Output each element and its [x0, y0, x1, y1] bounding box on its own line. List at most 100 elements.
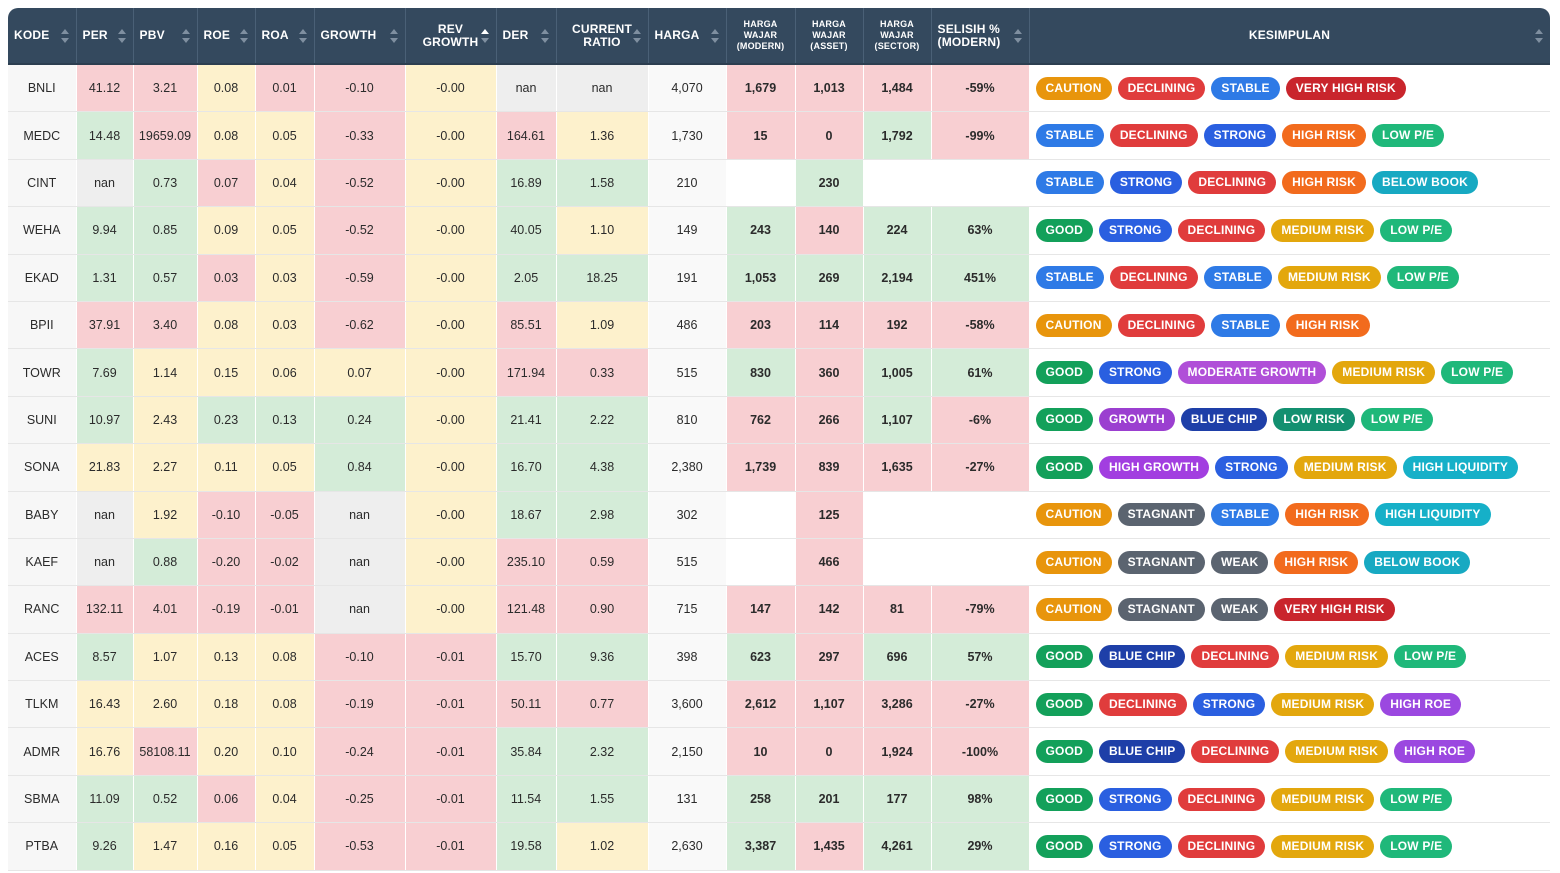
table-row[interactable]: SUNI 10.97 2.43 0.23 0.13 0.24 -0.00 21.41 2.22 8…	[8, 396, 1550, 445]
column-header-per[interactable]: PER	[76, 8, 134, 65]
kode-cell: ADMR	[8, 727, 77, 776]
sort-icon[interactable]	[710, 28, 719, 43]
harga-wajar-modern-cell: 3,387	[726, 822, 796, 871]
growth-cell: 0.07	[314, 348, 406, 397]
harga-wajar-sector-cell	[863, 491, 932, 539]
column-header-rev-growth[interactable]: REV GROWTH	[405, 8, 497, 65]
status-badge: STABLE	[1035, 171, 1104, 195]
harga-wajar-sector-cell: 1,635	[863, 443, 932, 492]
column-header-harga-wajar-sector[interactable]: HARGA WAJAR (SECTOR)	[863, 8, 932, 65]
table-row[interactable]: EKAD 1.31 0.57 0.03 0.03 -0.59 -0.00 2.05 18.25 1…	[8, 254, 1550, 302]
column-header-growth[interactable]: GROWTH	[314, 8, 406, 65]
column-header-kode[interactable]: KODE	[8, 8, 77, 65]
table-row[interactable]: PTBA 9.26 1.47 0.16 0.05 -0.53 -0.01 19.58 1.02 2…	[8, 822, 1550, 871]
harga-wajar-asset-cell: 140	[795, 206, 864, 255]
table-row[interactable]: CINT nan 0.73 0.07 0.04 -0.52 -0.00 16.89 1.58 21…	[8, 159, 1550, 208]
roe-cell: 0.13	[197, 633, 256, 682]
growth-cell: 0.84	[314, 443, 406, 492]
table-row[interactable]: ADMR 16.76 58108.11 0.20 0.10 -0.24 -0.01 35.84…	[8, 727, 1550, 776]
status-badge: STABLE	[1203, 266, 1272, 290]
column-header-der[interactable]: DER	[496, 8, 557, 65]
table-row[interactable]: SBMA 11.09 0.52 0.06 0.04 -0.25 -0.01 11.54 1.55…	[8, 775, 1550, 824]
kesimpulan-cell: GOOD STRONG MODERATE GROWTH MEDIUM RISK LOW …	[1029, 348, 1550, 397]
sort-icon[interactable]	[117, 28, 126, 43]
harga-wajar-sector-cell: 192	[863, 301, 932, 350]
kesimpulan-cell: GOOD STRONG DECLINING MEDIUM RISK LOW P/E	[1029, 206, 1550, 255]
harga-wajar-asset-cell: 466	[795, 538, 864, 587]
status-badge: WEAK	[1210, 597, 1269, 621]
status-badge: LOW P/E	[1380, 834, 1453, 858]
growth-cell: -0.25	[314, 775, 406, 824]
table-row[interactable]: SONA 21.83 2.27 0.11 0.05 0.84 -0.00 16.70 4.38 2…	[8, 443, 1550, 492]
current-ratio-cell: 1.36	[556, 111, 649, 160]
status-badge: MEDIUM RISK	[1271, 692, 1375, 716]
sort-icon[interactable]	[181, 28, 190, 43]
harga-cell: 515	[648, 348, 727, 397]
table-row[interactable]: RANC 132.11 4.01 -0.19 -0.01 nan -0.00 121.48 0.…	[8, 585, 1550, 634]
column-header-pbv[interactable]: PBV	[133, 8, 198, 65]
table-row[interactable]: BPII 37.91 3.40 0.08 0.03 -0.62 -0.00 85.51 1.09…	[8, 301, 1550, 350]
table-header: KODE PER PBV ROE ROA GROWTH REV GROWTH D…	[8, 8, 1550, 65]
sort-icon[interactable]	[1013, 28, 1022, 43]
roe-cell: 0.07	[197, 159, 256, 208]
column-header-roe[interactable]: ROE	[197, 8, 256, 65]
kesimpulan-cell: GOOD DECLINING STRONG MEDIUM RISK HIGH ROE	[1029, 680, 1550, 729]
current-ratio-cell: 4.38	[556, 443, 649, 492]
table-row[interactable]: TLKM 16.43 2.60 0.18 0.08 -0.19 -0.01 50.11 0.77…	[8, 680, 1550, 729]
growth-cell: -0.24	[314, 727, 406, 776]
status-badge: MEDIUM RISK	[1271, 787, 1375, 811]
harga-wajar-asset-cell: 1,013	[795, 64, 864, 113]
growth-cell: -0.10	[314, 633, 406, 682]
pbv-cell: 0.73	[133, 159, 198, 208]
pbv-cell: 0.88	[133, 538, 198, 587]
selisih-cell: 61%	[931, 348, 1030, 397]
table-row[interactable]: BNLI 41.12 3.21 0.08 0.01 -0.10 -0.00 nan nan 4,0…	[8, 64, 1550, 113]
current-ratio-cell: 1.58	[556, 159, 649, 208]
status-badge: DECLINING	[1098, 692, 1187, 716]
kesimpulan-cell: STABLE DECLINING STRONG HIGH RISK LOW P/E	[1029, 111, 1550, 160]
sort-icon[interactable]	[60, 28, 69, 43]
table-row[interactable]: ACES 8.57 1.07 0.13 0.08 -0.10 -0.01 15.70 9.36 3…	[8, 633, 1550, 682]
selisih-cell: -100%	[931, 727, 1030, 776]
status-badge: STABLE	[1210, 503, 1280, 527]
table-row[interactable]: TOWR 7.69 1.14 0.15 0.06 0.07 -0.00 171.94 0.33 5…	[8, 348, 1550, 397]
per-cell: nan	[76, 491, 134, 539]
sort-icon[interactable]	[389, 28, 398, 43]
current-ratio-cell: 0.90	[556, 585, 649, 634]
column-header-current-ratio[interactable]: CURRENT RATIO	[556, 8, 649, 65]
table-row[interactable]: BABY nan 1.92 -0.10 -0.05 nan -0.00 18.67 2.98 30…	[8, 491, 1550, 539]
roa-cell: 0.08	[255, 633, 315, 682]
table-row[interactable]: WEHA 9.94 0.85 0.09 0.05 -0.52 -0.00 40.05 1.10 1…	[8, 206, 1550, 255]
per-cell: 10.97	[76, 396, 134, 445]
sort-icon[interactable]	[298, 28, 307, 43]
stock-valuation-table: KODE PER PBV ROE ROA GROWTH REV GROWTH D…	[8, 8, 1550, 871]
growth-cell: -0.33	[314, 111, 406, 160]
rev-growth-cell: -0.01	[405, 680, 497, 729]
column-header-selisih[interactable]: SELISIH % (MODERN)	[931, 8, 1030, 65]
status-badge: GOOD	[1035, 787, 1093, 811]
per-cell: 9.26	[76, 822, 134, 871]
column-header-harga[interactable]: HARGA	[648, 8, 727, 65]
status-badge: GOOD	[1035, 740, 1093, 764]
sort-ascending-icon[interactable]	[480, 28, 489, 43]
roa-cell: 0.03	[255, 254, 315, 302]
table-row[interactable]: KAEF nan 0.88 -0.20 -0.02 nan -0.00 235.10 0.59 5…	[8, 538, 1550, 587]
sort-icon[interactable]	[540, 28, 549, 43]
rev-growth-cell: -0.00	[405, 348, 497, 397]
status-badge: DECLINING	[1109, 124, 1198, 148]
column-header-harga-wajar-asset[interactable]: HARGA WAJAR (ASSET)	[795, 8, 864, 65]
current-ratio-cell: 0.59	[556, 538, 649, 587]
status-badge: BLUE CHIP	[1180, 408, 1268, 432]
sort-icon[interactable]	[239, 28, 248, 43]
roe-cell: -0.19	[197, 585, 256, 634]
column-header-roa[interactable]: ROA	[255, 8, 315, 65]
sort-icon[interactable]	[632, 28, 641, 43]
sort-icon[interactable]	[1534, 28, 1543, 43]
table-row[interactable]: MEDC 14.48 19659.09 0.08 0.05 -0.33 -0.00 164.6…	[8, 111, 1550, 160]
der-cell: 171.94	[496, 348, 557, 397]
status-badge: GOOD	[1035, 645, 1093, 669]
column-header-harga-wajar-modern[interactable]: HARGA WAJAR (MODERN)	[726, 8, 796, 65]
rev-growth-cell: -0.00	[405, 159, 497, 208]
column-header-kesimpulan[interactable]: KESIMPULAN	[1029, 8, 1550, 65]
status-badge: DECLINING	[1188, 171, 1277, 195]
